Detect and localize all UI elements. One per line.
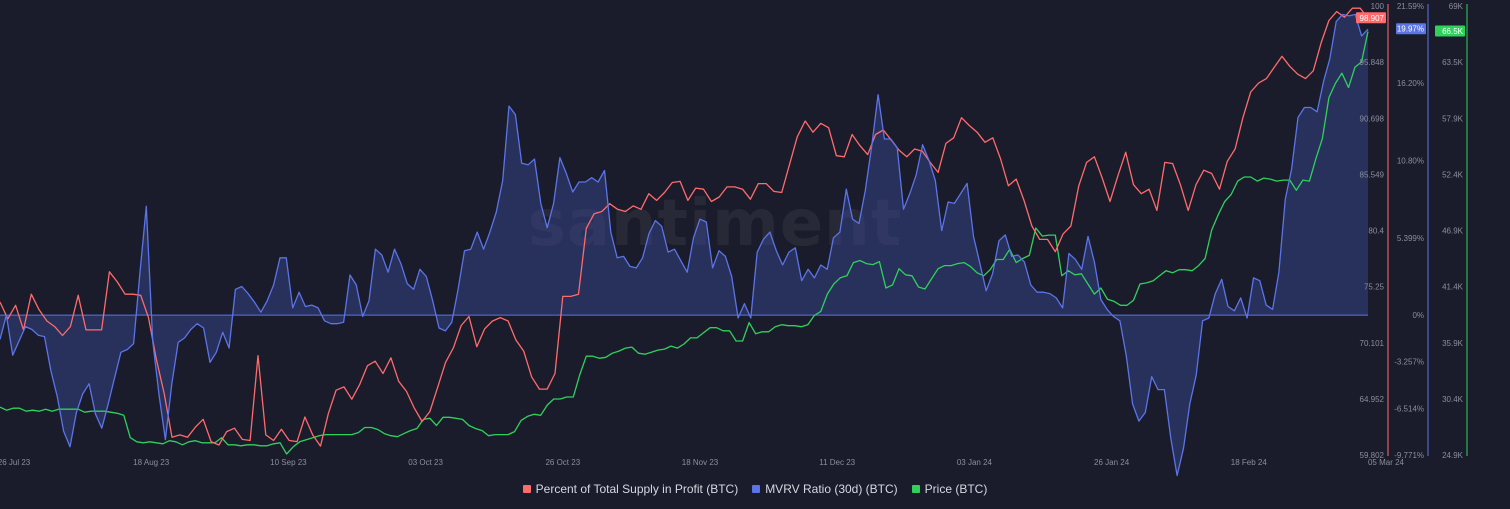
price-axis-tick-label: 35.9K [1442,339,1464,348]
mvrv-axis-tick-label: 16.20% [1397,79,1424,88]
profit-axis-tick-label: 90.698 [1360,114,1385,123]
mvrv-swatch-icon [752,485,761,493]
profit-axis-tick-label: 80.4 [1368,227,1384,236]
price-axis-tick-label: 52.4K [1442,170,1464,179]
mvrv-axis-tick-label: 10.80% [1397,157,1424,166]
mvrv-series-line [0,13,1369,477]
x-axis-tick-label: 10 Sep 23 [270,458,307,467]
price-axis-tick-label: 30.4K [1442,395,1464,404]
mvrv-axis-tick-label: -9.771% [1394,451,1424,460]
axes-group: 100 95.848 90.698 85.549 80.4 75.25 70.101 64.9… [0,2,1468,467]
profit-axis-tick-label: 64.952 [1360,395,1385,404]
profit-axis-tick-label: 59.802 [1360,451,1385,460]
profit-axis-tick-label: 100 [1371,2,1385,11]
x-axis-tick-label: 18 Aug 23 [133,458,170,467]
profit-axis-tick-label: 95.848 [1360,58,1385,67]
mvrv-axis-tick-label: 5.399% [1397,234,1424,243]
legend-item-price[interactable]: Price (BTC) [911,482,988,496]
mvrv-current-badge-label: 19.97% [1397,25,1424,34]
plot-area [0,7,1369,477]
x-axis-tick-label: 03 Jan 24 [957,458,993,467]
legend-label-mvrv: MVRV Ratio (30d) (BTC) [765,482,898,496]
profit-axis-tick-label: 70.101 [1360,339,1385,348]
profit-series-line [0,7,1369,447]
profit-current-badge-label: 98.907 [1360,14,1385,23]
legend-item-mvrv[interactable]: MVRV Ratio (30d) (BTC) [752,482,898,496]
x-axis-tick-label: 11 Dec 23 [819,458,855,467]
mvrv-axis-tick-label: 21.59% [1397,2,1424,11]
x-axis-tick-label: 26 Jan 24 [1094,458,1130,467]
price-current-badge [1435,25,1465,37]
price-axis-tick-label: 46.9K [1442,227,1464,236]
price-axis-tick-label: 63.5K [1442,58,1464,67]
price-swatch-icon [911,485,920,493]
mvrv-axis-tick-label: 0% [1412,311,1424,320]
price-current-badge-label: 66.5K [1442,27,1464,36]
profit-axis-tick-label: 85.549 [1360,170,1385,179]
profit-axis-tick-label: 75.25 [1364,283,1385,292]
x-axis-tick-label: 18 Feb 24 [1231,458,1268,467]
price-series-line [0,31,1369,455]
legend-item-profit[interactable]: Percent of Total Supply in Profit (BTC) [522,482,739,496]
x-axis-tick-label: 05 Mar 24 [1368,458,1405,467]
price-axis-tick-label: 57.9K [1442,114,1464,123]
mvrv-axis-tick-label: -3.257% [1394,358,1424,367]
x-axis-tick-label: 26 Jul 23 [0,458,31,467]
x-axis-tick-label: 03 Oct 23 [408,458,443,467]
legend-label-price: Price (BTC) [924,482,988,496]
profit-current-badge [1356,12,1386,24]
legend: Percent of Total Supply in Profit (BTC) … [0,482,1510,496]
x-axis-tick-label: 18 Nov 23 [682,458,719,467]
profit-swatch-icon [522,485,531,493]
mvrv-current-badge [1396,23,1426,35]
price-axis-tick-label: 24.9K [1442,451,1464,460]
mvrv-axis-tick-label: -6.514% [1394,404,1424,413]
price-axis-tick-label: 69K [1449,2,1464,11]
legend-label-profit: Percent of Total Supply in Profit (BTC) [535,482,739,496]
price-axis-tick-label: 41.4K [1442,283,1464,292]
x-axis-tick-label: 26 Oct 23 [545,458,580,467]
